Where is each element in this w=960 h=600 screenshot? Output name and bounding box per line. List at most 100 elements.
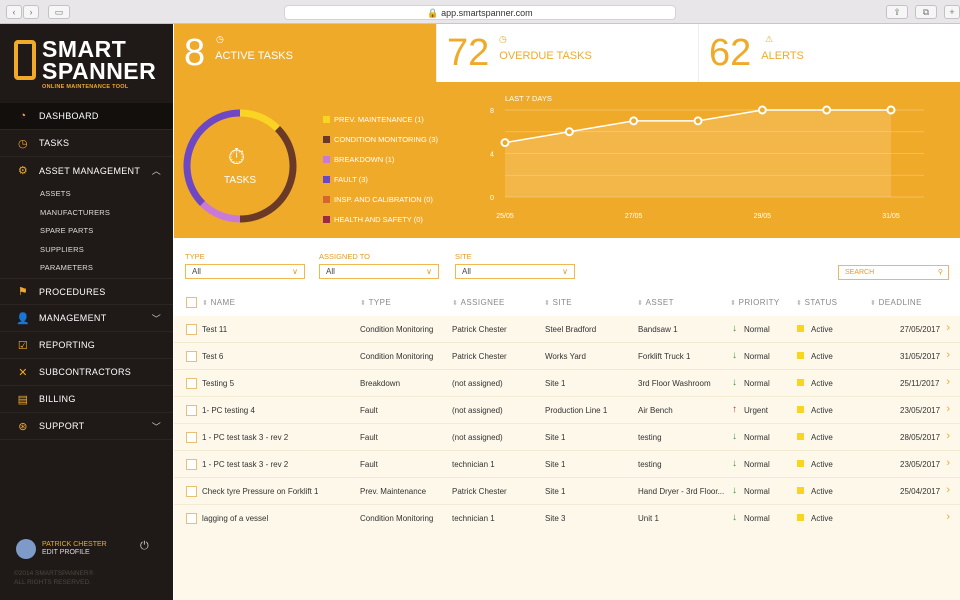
sidebar-subitem-parameters[interactable]: PARAMETERS — [40, 263, 94, 272]
stat-active-tasks[interactable]: 8 ◷ ACTIVE TASKS — [174, 24, 436, 82]
data-point[interactable] — [564, 127, 574, 137]
cell-type: Condition Monitoring — [360, 352, 434, 361]
assigned-filter-select[interactable]: All ∨ — [319, 264, 439, 279]
site-filter-select[interactable]: All ∨ — [455, 264, 575, 279]
sidebar-subitem-spare-parts[interactable]: SPARE PARTS — [40, 226, 94, 235]
legend-label: FAULT (3) — [334, 175, 368, 184]
column-header-status[interactable]: STATUS — [796, 298, 837, 307]
type-filter-select[interactable]: All ∨ — [185, 264, 305, 279]
content-background — [174, 529, 960, 600]
column-header-site[interactable]: SITE — [544, 298, 572, 307]
search-input[interactable]: SEARCH ⚲ — [838, 265, 949, 280]
cell-site: Site 3 — [545, 514, 566, 523]
table-row[interactable]: Test 11 Condition Monitoring Patrick Chest… — [174, 316, 960, 343]
y-tick-label: 0 — [490, 195, 494, 202]
sidebar-item-label: BILLING — [39, 394, 76, 404]
row-checkbox[interactable] — [186, 324, 197, 335]
sidebar-item-asset-management[interactable]: ⚙ ASSET MANAGEMENT ︿ — [0, 157, 173, 184]
sidebar-item-support[interactable]: ⊛ SUPPORT ﹀ — [0, 413, 173, 440]
row-checkbox[interactable] — [186, 378, 197, 389]
chevron-right-icon[interactable]: › — [946, 511, 950, 523]
stat-alerts[interactable]: 62 ⚠ ALERTS — [698, 24, 960, 82]
power-icon[interactable]: ⏻ — [140, 540, 149, 552]
column-header-name[interactable]: NAME — [202, 298, 235, 307]
data-point[interactable] — [693, 116, 703, 126]
chevron-right-icon[interactable]: › — [946, 376, 950, 388]
new-tab-button[interactable]: + — [944, 5, 960, 19]
table-row[interactable]: 1 - PC test task 3 - rev 2 Fault (not assi… — [174, 424, 960, 451]
row-checkbox[interactable] — [186, 432, 197, 443]
cell-assignee: (not assigned) — [452, 379, 503, 388]
column-header-asset[interactable]: ASSET — [637, 298, 674, 307]
row-checkbox[interactable] — [186, 351, 197, 362]
sidebar-item-tasks[interactable]: ◷ TASKS — [0, 130, 173, 157]
tabs-button[interactable]: ⧉ — [915, 5, 937, 19]
sidebar-subitem-suppliers[interactable]: SUPPLIERS — [40, 245, 84, 254]
select-all-checkbox[interactable] — [186, 297, 197, 308]
cell-type: Prev. Maintenance — [360, 487, 427, 496]
chart-title: LAST 7 DAYS — [505, 94, 552, 103]
row-checkbox[interactable] — [186, 405, 197, 416]
chevron-right-icon[interactable]: › — [946, 349, 950, 361]
table-row[interactable]: Testing 5 Breakdown (not assigned) Site 1 3r… — [174, 370, 960, 397]
chevron-right-icon[interactable]: › — [946, 403, 950, 415]
row-checkbox[interactable] — [186, 459, 197, 470]
lifebuoy-icon: ⊛ — [18, 420, 28, 433]
edit-profile-link[interactable]: EDIT PROFILE — [42, 549, 90, 556]
table-row[interactable]: Check tyre Pressure on Forklift 1 Prev. M… — [174, 478, 960, 505]
cell-status: Active — [811, 433, 833, 442]
logo[interactable]: SMART SPANNER ONLINE MAINTENANCE TOOL — [14, 38, 156, 90]
chevron-right-icon[interactable]: › — [946, 457, 950, 469]
tools-icon: ✕ — [18, 366, 28, 379]
stat-overdue-tasks[interactable]: 72 ◷ OVERDUE TASKS — [436, 24, 698, 82]
sidebar-item-subcontractors[interactable]: ✕ SUBCONTRACTORS — [0, 359, 173, 386]
column-header-deadline[interactable]: DEADLINE — [870, 298, 922, 307]
sidebar-item-billing[interactable]: ▤ BILLING — [0, 386, 173, 413]
column-header-type[interactable]: TYPE — [360, 298, 391, 307]
share-button[interactable]: ⇪ — [886, 5, 908, 19]
table-row[interactable]: 1 - PC test task 3 - rev 2 Fault technicia… — [174, 451, 960, 478]
column-header-priority[interactable]: PRIORITY — [730, 298, 780, 307]
site-filter-label: SITE — [455, 252, 472, 261]
forward-button[interactable]: › — [23, 5, 39, 19]
cell-asset: Bandsaw 1 — [638, 325, 678, 334]
row-checkbox[interactable] — [186, 513, 197, 524]
row-checkbox[interactable] — [186, 486, 197, 497]
logo-tagline: ONLINE MAINTENANCE TOOL — [42, 84, 129, 90]
logo-line2: SPANNER — [42, 58, 157, 84]
sidebar-item-procedures[interactable]: ⚑ PROCEDURES — [0, 278, 173, 305]
cell-name: 1- PC testing 4 — [202, 406, 255, 415]
column-header-assignee[interactable]: ASSIGNEE — [452, 298, 505, 307]
data-point[interactable] — [757, 105, 767, 115]
chevron-right-icon[interactable]: › — [946, 322, 950, 334]
copyright-line: ©2014 SMARTSPANNER® — [14, 570, 94, 577]
data-point[interactable] — [822, 105, 832, 115]
chevron-right-icon[interactable]: › — [946, 484, 950, 496]
cell-assignee: Patrick Chester — [452, 325, 507, 334]
data-point[interactable] — [629, 116, 639, 126]
cell-asset: Forklift Truck 1 — [638, 352, 691, 361]
stat-label: ACTIVE TASKS — [215, 50, 293, 62]
sidebar-item-dashboard[interactable]: ◔ DASHBOARD — [0, 103, 173, 130]
sidebar-toggle-button[interactable]: ▭ — [48, 5, 70, 19]
chevron-right-icon[interactable]: › — [946, 430, 950, 442]
cell-name: Testing 5 — [202, 379, 235, 388]
arrow-down-icon: ↓ — [732, 431, 737, 442]
sidebar-subitem-manufacturers[interactable]: MANUFACTURERS — [40, 208, 111, 217]
data-point[interactable] — [886, 105, 896, 115]
table-row[interactable]: lagging of a vessel Condition Monitoring t… — [174, 505, 960, 532]
sidebar-item-management[interactable]: 👤 MANAGEMENT ﹀ — [0, 305, 173, 332]
cell-type: Condition Monitoring — [360, 325, 434, 334]
sidebar-item-reporting[interactable]: ☑ REPORTING — [0, 332, 173, 359]
arrow-down-icon: ↓ — [732, 485, 737, 496]
legend-item: HEALTH AND SAFETY (0) — [323, 215, 423, 224]
sidebar-subitem-assets[interactable]: ASSETS — [40, 189, 71, 198]
table-row[interactable]: 1- PC testing 4 Fault (not assigned) Produc… — [174, 397, 960, 424]
cell-name: Check tyre Pressure on Forklift 1 — [202, 487, 319, 496]
data-point[interactable] — [500, 138, 510, 148]
stat-value: 62 — [709, 31, 752, 74]
table-row[interactable]: Test 6 Condition Monitoring Patrick Cheste… — [174, 343, 960, 370]
back-button[interactable]: ‹ — [6, 5, 22, 19]
address-bar[interactable]: 🔒 app.smartspanner.com — [284, 5, 676, 20]
area-fill — [505, 110, 891, 197]
